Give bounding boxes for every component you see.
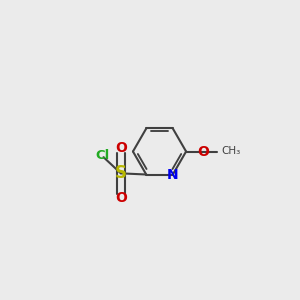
Text: O: O [197, 145, 209, 158]
Text: Cl: Cl [96, 149, 110, 162]
Text: O: O [115, 191, 127, 205]
Text: O: O [115, 141, 127, 155]
Text: N: N [167, 167, 178, 182]
Text: S: S [115, 164, 127, 182]
Text: CH₃: CH₃ [221, 146, 240, 157]
